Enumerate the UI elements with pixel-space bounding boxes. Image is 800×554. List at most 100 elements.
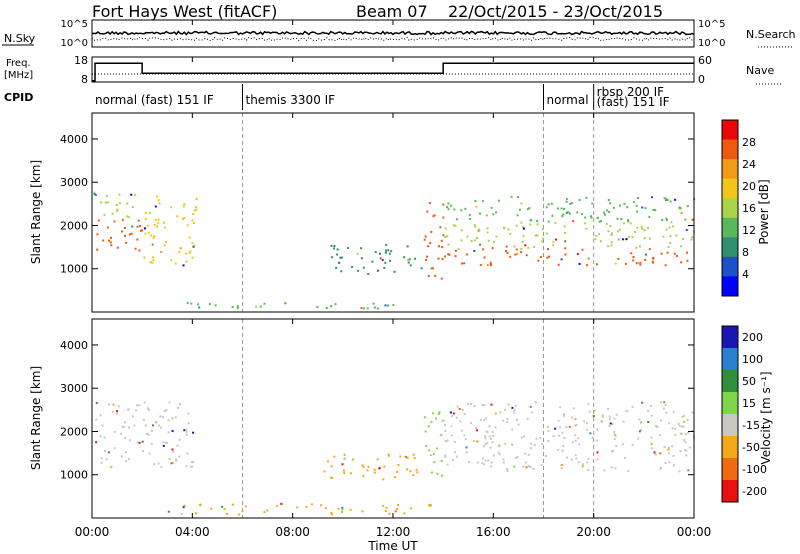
data-cell (176, 215, 179, 218)
colorbar-frame (721, 325, 739, 503)
data-cell (537, 259, 540, 262)
data-cell (223, 508, 226, 510)
data-cell (513, 465, 516, 468)
colorbar-segment (722, 178, 738, 199)
nsky-tick-bottom: 10^0 (61, 38, 88, 49)
data-cell (185, 428, 188, 431)
data-cell (582, 463, 585, 466)
data-cell (660, 252, 663, 255)
data-cell (389, 259, 391, 262)
data-cell (620, 218, 623, 220)
data-cell (186, 224, 189, 227)
data-cell (144, 232, 147, 235)
data-cell (409, 264, 412, 267)
data-cell (114, 430, 117, 433)
data-cell (681, 238, 684, 240)
data-cell (171, 417, 174, 420)
data-cell (175, 458, 177, 461)
data-cell (460, 209, 463, 212)
data-cell (547, 440, 550, 442)
data-cell (644, 258, 647, 261)
data-cell (182, 217, 184, 220)
data-cell (684, 433, 687, 436)
data-cell (530, 442, 533, 445)
data-cell (605, 222, 608, 225)
data-cell (152, 424, 154, 427)
data-cell (490, 437, 492, 440)
data-cell (621, 443, 624, 446)
data-cell (95, 441, 98, 444)
data-cell (466, 235, 469, 238)
data-cell (586, 428, 589, 431)
colorbar-segment (722, 436, 738, 459)
data-cell (560, 207, 563, 210)
data-cell (330, 244, 333, 247)
data-cell (444, 255, 447, 258)
data-cell (484, 459, 487, 462)
data-cell (241, 510, 244, 513)
cpid-mode-label: (fast) 151 IF (597, 95, 670, 109)
data-cell (133, 424, 136, 427)
data-cell (660, 419, 663, 422)
data-cell (463, 262, 466, 265)
data-cell (529, 223, 532, 226)
data-cell (560, 467, 563, 470)
data-cell (625, 409, 628, 412)
data-cell (591, 202, 594, 205)
data-cell (664, 264, 667, 267)
data-cell (610, 244, 613, 247)
data-cell (617, 257, 620, 260)
data-cell (186, 302, 189, 305)
data-cell (684, 441, 687, 444)
data-cell (118, 202, 121, 205)
data-cell (427, 245, 430, 248)
data-cell (546, 425, 549, 428)
data-cell (116, 210, 119, 213)
data-cell (136, 404, 139, 407)
data-cell (628, 235, 631, 238)
data-cell (557, 448, 560, 451)
data-cell (544, 455, 547, 457)
data-cell (147, 408, 150, 411)
data-cell (587, 468, 590, 471)
data-cell (547, 248, 549, 251)
data-cell (179, 403, 181, 405)
data-cell (641, 206, 644, 209)
data-cell (456, 405, 459, 408)
colorbar-tick-label: -100 (742, 463, 767, 476)
data-cell (473, 239, 476, 242)
data-cell (660, 401, 662, 404)
data-cell (685, 449, 688, 452)
data-cell (362, 266, 365, 269)
data-cell (311, 503, 313, 506)
data-cell (523, 227, 525, 230)
data-cell (120, 455, 123, 458)
data-cell (494, 412, 497, 415)
data-cell (492, 241, 495, 243)
data-cell (339, 256, 342, 259)
data-cell (613, 417, 616, 420)
data-cell (633, 201, 635, 204)
data-cell (679, 450, 682, 453)
data-cell (149, 261, 152, 263)
data-cell (486, 231, 489, 234)
data-cell (479, 264, 482, 267)
data-cell (654, 453, 657, 456)
data-cell (660, 466, 662, 469)
data-cell (489, 446, 492, 449)
data-cell (511, 406, 514, 409)
data-cell (360, 247, 363, 250)
data-cell (330, 305, 333, 308)
data-cell (587, 402, 590, 405)
data-cell (420, 267, 423, 270)
data-cell (231, 503, 234, 506)
data-cell (156, 195, 158, 198)
data-cell (428, 202, 431, 205)
data-cell (561, 449, 564, 452)
data-cell (376, 269, 379, 272)
data-cell (686, 419, 689, 421)
data-cell (581, 465, 584, 468)
data-cell (357, 269, 360, 272)
data-cell (366, 469, 369, 472)
data-cell (393, 270, 396, 273)
